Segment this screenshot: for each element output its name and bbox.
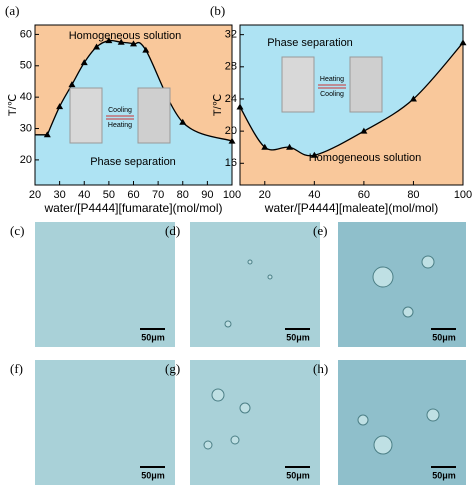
- data-point: [142, 46, 150, 53]
- scale-label: 50μm: [286, 332, 310, 342]
- inset-bottom-label: Heating: [108, 122, 132, 129]
- data-point: [409, 95, 417, 102]
- x-tick-label: 90: [201, 189, 213, 201]
- x-tick-label: 20: [29, 189, 41, 201]
- vial-right: [349, 56, 383, 113]
- data-point: [130, 40, 137, 47]
- data-point: [179, 118, 187, 125]
- lower-region: [240, 42, 463, 185]
- data-point: [56, 103, 64, 110]
- panel-label: (e): [313, 223, 327, 238]
- panel-label: (g): [165, 361, 180, 376]
- droplet: [230, 435, 240, 445]
- droplet: [421, 255, 435, 269]
- x-tick-label: 40: [308, 189, 320, 201]
- scale-label: 50μm: [432, 332, 456, 342]
- upper-region-label: Homogeneous solution: [69, 30, 182, 42]
- droplet: [402, 306, 414, 318]
- panel-label: (f): [10, 361, 23, 376]
- data-point: [68, 81, 76, 88]
- x-axis-label: water/[P4444][maleate](mol/mol): [264, 201, 438, 215]
- panel-label: (h): [313, 361, 328, 376]
- inset-top-label: Cooling: [108, 107, 132, 114]
- vial-right: [137, 87, 171, 144]
- droplet: [357, 414, 369, 426]
- x-tick-label: 100: [223, 189, 241, 201]
- data-point: [286, 143, 294, 150]
- droplet: [224, 320, 232, 328]
- data-point: [310, 151, 318, 158]
- upper-region-label: Phase separation: [267, 37, 353, 49]
- micrograph: [35, 360, 175, 485]
- data-point: [80, 59, 88, 66]
- data-point: [360, 127, 368, 134]
- inset-top-label: Heating: [320, 76, 344, 83]
- lower-region-label: Phase separation: [90, 156, 176, 168]
- y-tick-label: 60: [20, 28, 32, 40]
- droplet: [203, 440, 213, 450]
- x-tick-label: 40: [78, 189, 90, 201]
- droplet: [247, 259, 253, 265]
- data-point: [261, 143, 269, 150]
- micrograph: [35, 222, 175, 347]
- droplet: [267, 274, 273, 280]
- y-tick-label: 20: [225, 125, 237, 137]
- y-tick-label: 16: [225, 157, 237, 169]
- x-tick-label: 80: [407, 189, 419, 201]
- data-point: [117, 38, 125, 45]
- scale-label: 50μm: [286, 470, 310, 480]
- panel-label: (b): [210, 3, 225, 18]
- plot-frame: [239, 24, 464, 186]
- y-tick-label: 32: [225, 29, 237, 41]
- vial-left: [69, 87, 103, 144]
- x-tick-label: 100: [454, 189, 472, 201]
- droplet: [372, 266, 394, 288]
- data-point: [43, 131, 51, 138]
- x-tick-label: 50: [103, 189, 115, 201]
- droplet: [426, 408, 440, 422]
- y-tick-label: 30: [20, 122, 32, 134]
- scale-label: 50μm: [141, 332, 165, 342]
- y-tick-label: 50: [20, 60, 32, 72]
- y-axis-label: T/℃: [7, 94, 19, 116]
- droplet: [373, 435, 393, 455]
- scale-label: 50μm: [432, 470, 456, 480]
- data-point: [105, 37, 113, 44]
- x-tick-label: 70: [152, 189, 164, 201]
- droplet: [211, 388, 225, 402]
- panel-label: (d): [165, 223, 180, 238]
- micrograph: [190, 360, 320, 485]
- x-tick-label: 20: [259, 189, 271, 201]
- vial-left: [281, 56, 315, 113]
- x-tick-label: 60: [358, 189, 370, 201]
- scale-label: 50μm: [141, 470, 165, 480]
- micrograph: [190, 222, 320, 347]
- x-tick-label: 60: [127, 189, 139, 201]
- x-axis-label: water/[P4444][fumarate](mol/mol): [43, 201, 222, 215]
- x-tick-label: 30: [54, 189, 66, 201]
- inset-bottom-label: Cooling: [320, 91, 344, 98]
- micrograph: [338, 222, 466, 347]
- y-tick-label: 24: [225, 93, 237, 105]
- lower-region-label: Homogeneous solution: [309, 152, 422, 164]
- lower-region: [35, 40, 232, 185]
- droplet: [239, 402, 251, 414]
- y-axis-label: T/℃: [212, 94, 224, 116]
- y-tick-label: 28: [225, 61, 237, 73]
- y-tick-label: 20: [20, 154, 32, 166]
- panel-label: (c): [10, 223, 24, 238]
- x-tick-label: 80: [177, 189, 189, 201]
- y-tick-label: 40: [20, 91, 32, 103]
- data-point: [93, 43, 101, 50]
- panel-label: (a): [5, 3, 19, 18]
